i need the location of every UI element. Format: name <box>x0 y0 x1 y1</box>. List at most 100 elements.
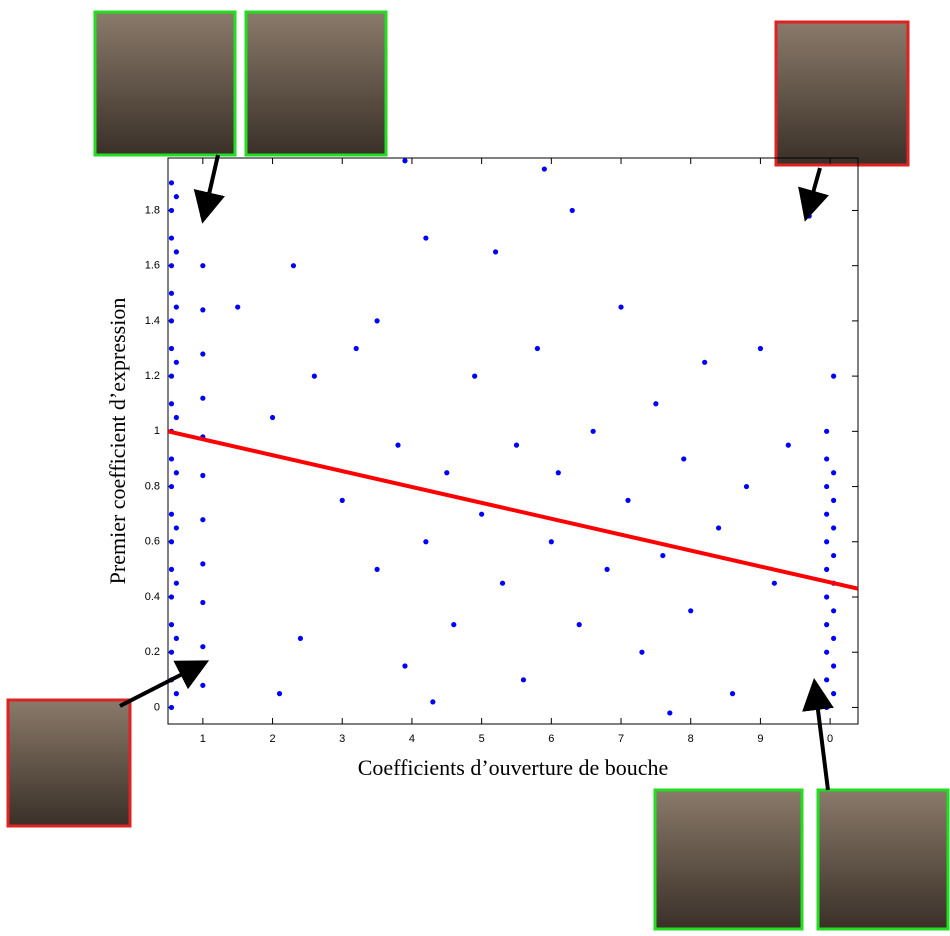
point <box>824 677 830 683</box>
point <box>168 539 175 545</box>
point <box>168 594 175 600</box>
arrow <box>798 167 829 222</box>
point <box>716 525 722 531</box>
point <box>479 511 485 517</box>
y-tick-label: 1 <box>154 425 160 437</box>
point <box>423 539 429 545</box>
point <box>785 442 791 448</box>
point <box>513 442 520 448</box>
point <box>168 180 175 186</box>
point <box>276 691 283 697</box>
point <box>824 704 830 711</box>
point <box>534 345 540 352</box>
point <box>472 373 478 379</box>
point <box>168 373 175 379</box>
photo <box>653 788 804 931</box>
plot-area <box>168 158 858 716</box>
x-tick-label: 0 <box>827 733 833 745</box>
point <box>824 456 830 462</box>
x-tick-label: 6 <box>548 733 554 745</box>
x-tick-label: 3 <box>339 733 345 745</box>
point <box>681 456 687 462</box>
point <box>395 442 401 448</box>
point <box>831 635 837 642</box>
photo <box>244 10 388 157</box>
point <box>824 428 830 434</box>
point <box>576 622 582 628</box>
point <box>168 401 175 407</box>
point <box>168 345 175 352</box>
point <box>771 580 777 586</box>
point <box>200 599 206 606</box>
y-tick-label: 0.4 <box>145 591 160 603</box>
point <box>200 351 206 357</box>
point <box>492 249 499 255</box>
point <box>173 470 179 476</box>
x-tick-label: 1 <box>200 733 206 745</box>
point <box>667 710 673 716</box>
point <box>604 566 610 572</box>
point <box>173 580 179 586</box>
point <box>555 470 561 476</box>
photo <box>93 10 237 157</box>
x-tick-label: 2 <box>269 733 275 745</box>
point <box>451 622 457 628</box>
point <box>168 649 175 655</box>
x-tick-label: 9 <box>757 733 763 745</box>
y-tick-label: 1.6 <box>145 260 160 272</box>
point <box>297 635 304 642</box>
point <box>402 663 408 669</box>
point <box>831 663 837 669</box>
point <box>653 401 659 407</box>
y-axis-label: Premier coefficient d’expression <box>105 298 130 585</box>
point <box>173 359 179 365</box>
point <box>173 414 179 421</box>
photo <box>816 788 950 931</box>
point <box>402 158 408 164</box>
point <box>200 644 206 650</box>
point <box>168 704 175 711</box>
point <box>200 517 206 523</box>
arrow <box>119 660 210 708</box>
point <box>168 483 175 490</box>
x-axis-label: Coefficients d’ouverture de bouche <box>358 755 669 780</box>
point <box>173 525 179 531</box>
point <box>806 213 812 219</box>
point <box>618 304 624 310</box>
point <box>831 470 837 476</box>
point <box>173 249 179 255</box>
point <box>168 318 175 324</box>
photo <box>774 20 910 167</box>
y-tick-label: 1.4 <box>145 315 160 327</box>
point <box>168 566 175 572</box>
point <box>200 561 206 567</box>
point <box>824 483 830 490</box>
point <box>743 483 750 490</box>
point <box>269 414 276 421</box>
y-tick-label: 0 <box>154 701 160 713</box>
point <box>173 691 179 697</box>
point <box>590 428 596 434</box>
point <box>235 304 241 310</box>
point <box>729 691 736 697</box>
point <box>339 497 345 503</box>
point <box>824 539 830 545</box>
point <box>831 691 837 697</box>
point <box>520 677 527 683</box>
point <box>168 456 175 462</box>
point <box>639 649 645 655</box>
point <box>824 566 830 572</box>
point <box>824 511 830 517</box>
point <box>168 263 175 269</box>
point <box>168 207 175 214</box>
y-tick-label: 1.2 <box>145 370 160 382</box>
y-tick-label: 1.8 <box>145 204 160 216</box>
point <box>831 525 837 531</box>
point <box>353 345 359 352</box>
point <box>200 395 206 401</box>
point <box>173 304 179 310</box>
y-tick-label: 0.8 <box>145 480 160 492</box>
point <box>200 682 206 688</box>
y-tick-label: 0.6 <box>145 536 160 548</box>
